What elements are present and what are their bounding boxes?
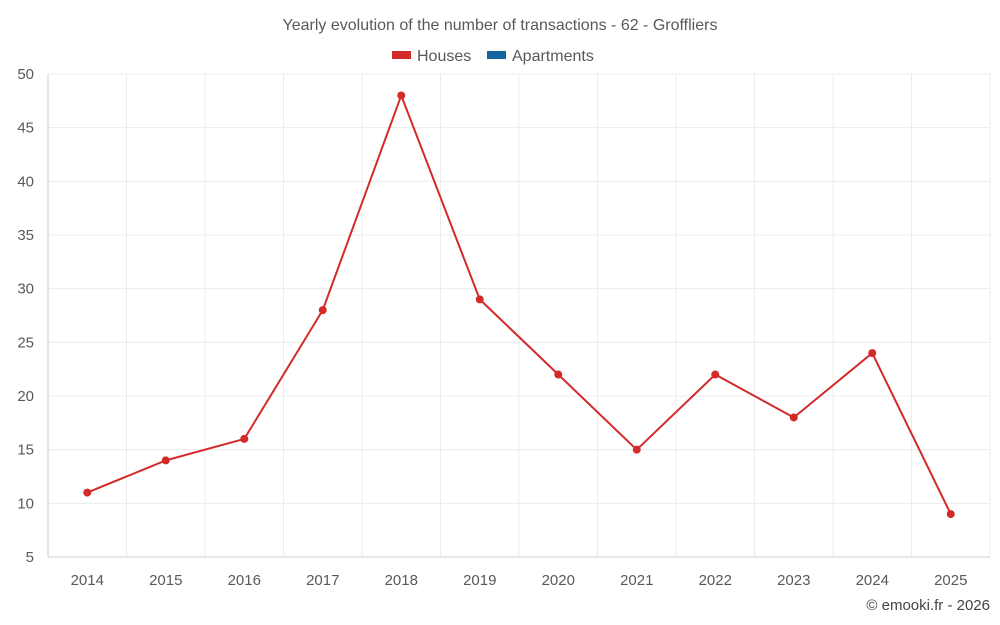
data-point-houses[interactable]: [946, 510, 955, 519]
data-point-houses[interactable]: [632, 445, 641, 454]
y-tick-label: 25: [17, 334, 34, 351]
series-line-houses: [86, 94, 952, 515]
y-tick-label: 5: [26, 549, 34, 566]
data-point-houses[interactable]: [240, 434, 249, 443]
axes: [47, 74, 990, 558]
data-point-houses[interactable]: [789, 413, 798, 422]
x-tick-label: 2024: [856, 572, 889, 589]
y-tick-label: 15: [17, 442, 34, 459]
x-axis-ticks: 2014 2015 2016 2017 2018 2019 2020 2021 2022 2023…: [71, 572, 968, 589]
x-tick-label: 2020: [542, 572, 575, 589]
y-tick-label: 10: [17, 495, 34, 512]
legend-swatch-houses: [392, 51, 411, 59]
legend-label-houses: Houses: [417, 48, 471, 65]
data-point-houses[interactable]: [554, 370, 563, 379]
x-tick-label: 2019: [463, 572, 496, 589]
data-point-houses[interactable]: [83, 488, 92, 497]
chart-legend: Houses Apartments: [392, 48, 594, 65]
x-tick-label: 2023: [777, 572, 810, 589]
y-tick-label: 20: [17, 388, 34, 405]
y-tick-label: 40: [17, 173, 34, 190]
x-tick-label: 2016: [228, 572, 261, 589]
data-point-houses[interactable]: [161, 456, 170, 465]
x-tick-label: 2021: [620, 572, 653, 589]
legend-label-apartments: Apartments: [512, 48, 594, 65]
data-point-houses[interactable]: [711, 370, 720, 379]
y-tick-label: 45: [17, 120, 34, 137]
chart-title: Yearly evolution of the number of transa…: [283, 17, 718, 34]
x-tick-label: 2015: [149, 572, 182, 589]
y-tick-label: 30: [17, 281, 34, 298]
series-lines: [83, 91, 955, 519]
credit-text: © emooki.fr - 2026: [866, 597, 990, 614]
data-point-houses[interactable]: [318, 306, 327, 315]
data-point-houses[interactable]: [868, 349, 877, 358]
legend-swatch-apartments: [487, 51, 506, 59]
x-tick-label: 2018: [385, 572, 418, 589]
x-tick-label: 2017: [306, 572, 339, 589]
data-point-houses[interactable]: [475, 295, 484, 304]
x-tick-label: 2025: [934, 572, 967, 589]
legend-item-houses[interactable]: Houses: [392, 48, 471, 65]
y-tick-label: 50: [17, 66, 34, 83]
x-tick-label: 2022: [699, 572, 732, 589]
data-point-houses[interactable]: [397, 91, 406, 100]
grid-lines: [48, 73, 991, 557]
x-tick-label: 2014: [71, 572, 104, 589]
y-axis-ticks: 5 10 15 20 25 30 35 40 45 50: [17, 66, 34, 566]
legend-item-apartments[interactable]: Apartments: [487, 48, 594, 65]
y-tick-label: 35: [17, 227, 34, 244]
